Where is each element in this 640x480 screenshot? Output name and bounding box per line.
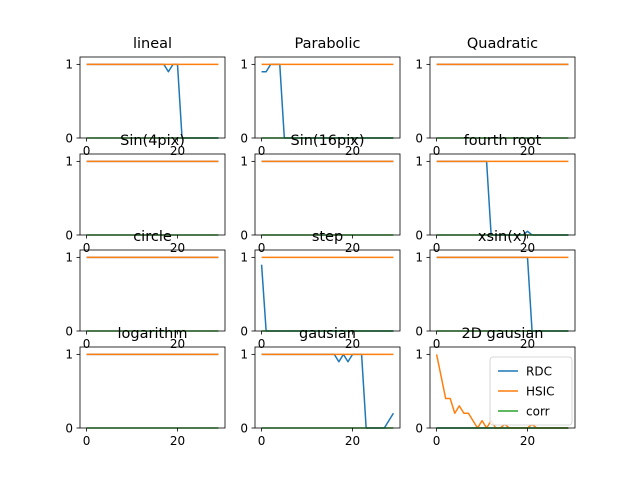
y-tick-label: 0 bbox=[65, 421, 73, 435]
axes-frame bbox=[79, 153, 226, 236]
legend-label-hsic: HSIC bbox=[526, 384, 555, 398]
y-tick-label: 1 bbox=[415, 348, 423, 362]
y-tick-label: 1 bbox=[240, 155, 248, 169]
x-tick-label: 20 bbox=[520, 144, 535, 158]
subplot-title: lineal bbox=[133, 36, 172, 52]
legend-box bbox=[489, 356, 573, 426]
x-tick-label: 0 bbox=[258, 337, 266, 351]
subplot-title: gausian bbox=[299, 326, 356, 342]
x-tick-label: 20 bbox=[345, 144, 360, 158]
axes-frame bbox=[254, 56, 401, 139]
x-tick-label: 20 bbox=[520, 434, 535, 448]
x-tick-label: 0 bbox=[433, 337, 441, 351]
y-tick-label: 1 bbox=[65, 58, 73, 72]
axes-frame bbox=[429, 249, 576, 332]
y-tick-label: 0 bbox=[415, 324, 423, 338]
x-tick-label: 20 bbox=[345, 241, 360, 255]
x-tick-label: 0 bbox=[433, 241, 441, 255]
subplot-title: circle bbox=[133, 229, 172, 245]
y-tick-label: 0 bbox=[240, 131, 248, 145]
subplot-title: 2D gausian bbox=[462, 326, 544, 342]
x-tick-label: 20 bbox=[170, 144, 185, 158]
axes-frame bbox=[254, 153, 401, 236]
y-tick-label: 1 bbox=[65, 348, 73, 362]
y-tick-label: 0 bbox=[240, 421, 248, 435]
subplot-title: Quadratic bbox=[467, 36, 538, 52]
y-tick-label: 1 bbox=[65, 251, 73, 265]
y-tick-label: 1 bbox=[240, 348, 248, 362]
x-tick-label: 0 bbox=[83, 144, 91, 158]
y-tick-label: 0 bbox=[240, 324, 248, 338]
x-tick-label: 20 bbox=[170, 434, 185, 448]
axes-frame bbox=[79, 56, 226, 139]
subplot-title: Parabolic bbox=[295, 36, 361, 52]
x-tick-label: 20 bbox=[520, 241, 535, 255]
x-tick-label: 0 bbox=[83, 434, 91, 448]
y-tick-label: 0 bbox=[415, 228, 423, 242]
subplot-title: xsin(x) bbox=[478, 229, 527, 245]
x-tick-label: 0 bbox=[83, 337, 91, 351]
subplot-title: fourth root bbox=[464, 133, 542, 149]
axes-frame bbox=[254, 346, 401, 429]
y-tick-label: 1 bbox=[240, 58, 248, 72]
subplot-title: Sin(4pix) bbox=[120, 133, 185, 149]
x-tick-label: 20 bbox=[170, 337, 185, 351]
y-tick-label: 1 bbox=[240, 251, 248, 265]
y-tick-label: 0 bbox=[65, 131, 73, 145]
subplot-title: logarithm bbox=[118, 326, 188, 342]
legend-label-rdc: RDC bbox=[526, 364, 552, 378]
x-tick-label: 20 bbox=[345, 434, 360, 448]
y-tick-label: 1 bbox=[65, 155, 73, 169]
y-tick-label: 0 bbox=[240, 228, 248, 242]
x-tick-label: 0 bbox=[258, 241, 266, 255]
x-tick-label: 0 bbox=[258, 144, 266, 158]
legend-label-corr: corr bbox=[526, 404, 550, 418]
y-tick-label: 0 bbox=[415, 131, 423, 145]
axes-frame bbox=[254, 249, 401, 332]
y-tick-label: 0 bbox=[415, 421, 423, 435]
x-tick-label: 0 bbox=[258, 434, 266, 448]
y-tick-label: 0 bbox=[65, 324, 73, 338]
subplot-title: step bbox=[312, 229, 343, 245]
legend: RDC HSIC corr bbox=[489, 356, 573, 426]
y-tick-label: 1 bbox=[415, 58, 423, 72]
axes-frame bbox=[429, 56, 576, 139]
y-tick-label: 1 bbox=[415, 251, 423, 265]
subplot-title: Sin(16pix) bbox=[290, 133, 364, 149]
x-tick-label: 20 bbox=[170, 241, 185, 255]
axes-frame bbox=[79, 249, 226, 332]
y-tick-label: 1 bbox=[415, 155, 423, 169]
y-tick-label: 0 bbox=[65, 228, 73, 242]
axes-frame bbox=[79, 346, 226, 429]
x-tick-label: 20 bbox=[345, 337, 360, 351]
x-tick-label: 0 bbox=[83, 241, 91, 255]
x-tick-label: 0 bbox=[433, 144, 441, 158]
x-tick-label: 20 bbox=[520, 337, 535, 351]
axes-frame bbox=[429, 346, 576, 429]
axes-frame bbox=[429, 153, 576, 236]
x-tick-label: 0 bbox=[433, 434, 441, 448]
